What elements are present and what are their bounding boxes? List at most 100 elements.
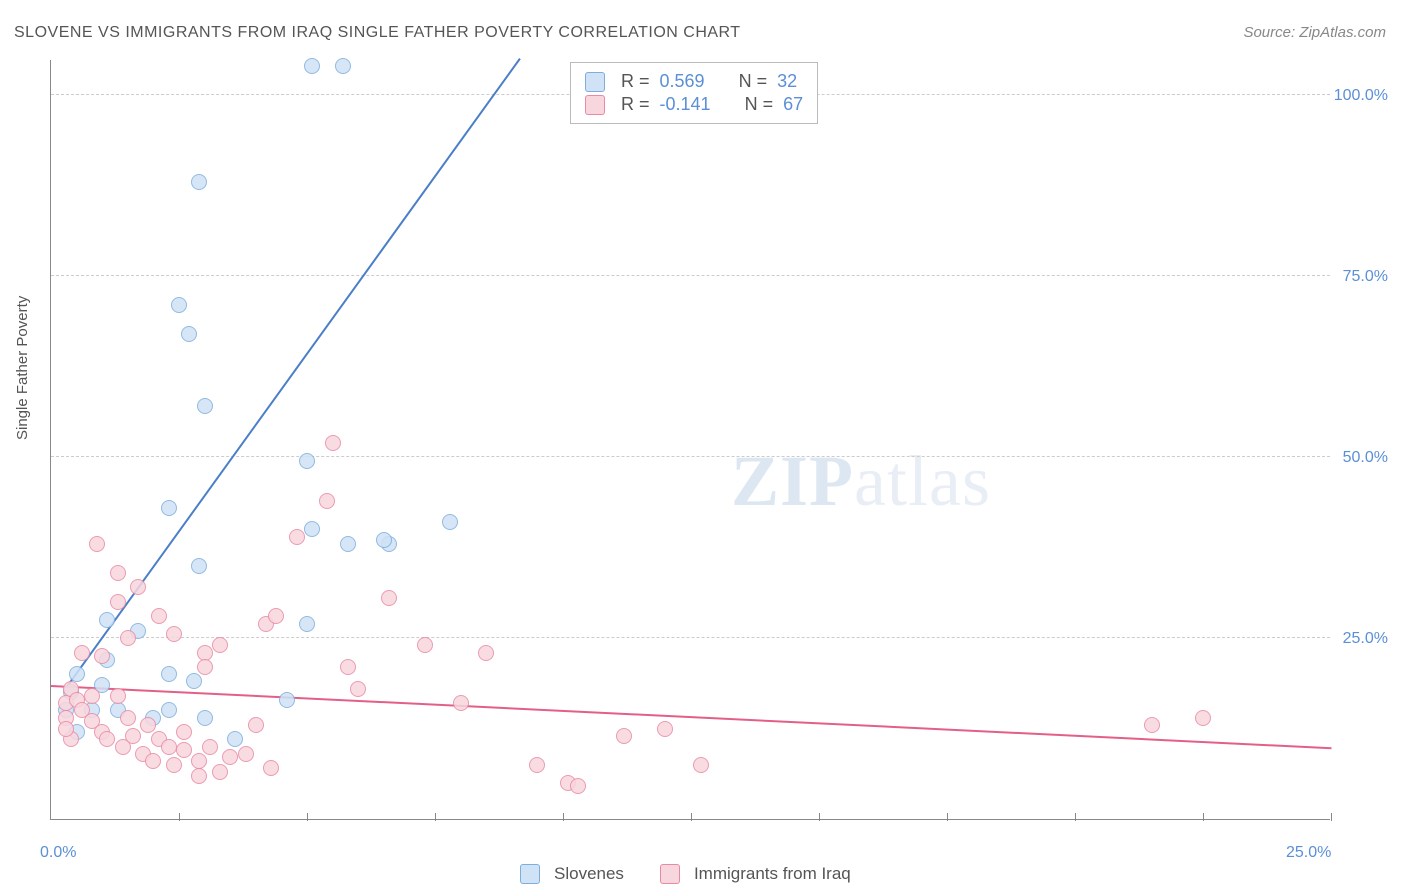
data-point (417, 637, 433, 653)
data-point (570, 778, 586, 794)
data-point (74, 645, 90, 661)
x-tick (435, 813, 436, 821)
plot-area: ZIPatlas (50, 60, 1330, 820)
x-tick (691, 813, 692, 821)
x-tick (819, 813, 820, 821)
data-point (478, 645, 494, 661)
data-point (227, 731, 243, 747)
y-tick-label: 25.0% (1343, 630, 1388, 648)
y-axis-label: Single Father Poverty (14, 296, 31, 440)
data-point (89, 536, 105, 552)
data-point (376, 532, 392, 548)
data-point (657, 721, 673, 737)
data-point (304, 521, 320, 537)
n-label: N = (745, 94, 774, 115)
data-point (125, 728, 141, 744)
data-point (171, 297, 187, 313)
data-point (299, 453, 315, 469)
x-tick (947, 813, 948, 821)
data-point (186, 673, 202, 689)
chart-container: SLOVENE VS IMMIGRANTS FROM IRAQ SINGLE F… (0, 0, 1406, 892)
series-swatch (585, 72, 605, 92)
legend-label: Slovenes (554, 864, 624, 884)
stats-box: R = 0.569N = 32R = -0.141 N = 67 (570, 62, 818, 124)
stats-row: R = -0.141N = 67 (585, 94, 803, 115)
data-point (319, 493, 335, 509)
data-point (350, 681, 366, 697)
legend: Slovenes Immigrants from Iraq (520, 864, 851, 884)
source-credit: Source: ZipAtlas.com (1243, 24, 1386, 41)
series-swatch (585, 95, 605, 115)
data-point (130, 579, 146, 595)
data-point (191, 768, 207, 784)
data-point (289, 529, 305, 545)
data-point (84, 688, 100, 704)
data-point (99, 612, 115, 628)
x-tick (1331, 813, 1332, 821)
data-point (181, 326, 197, 342)
data-point (58, 721, 74, 737)
data-point (120, 710, 136, 726)
data-point (191, 558, 207, 574)
data-point (616, 728, 632, 744)
y-tick-label: 50.0% (1343, 449, 1388, 467)
data-point (140, 717, 156, 733)
chart-title: SLOVENE VS IMMIGRANTS FROM IRAQ SINGLE F… (14, 24, 741, 42)
data-point (176, 724, 192, 740)
stats-row: R = 0.569N = 32 (585, 71, 803, 92)
legend-swatch (660, 864, 680, 884)
data-point (335, 58, 351, 74)
data-point (212, 764, 228, 780)
n-value: 67 (783, 94, 803, 115)
r-label: R = (621, 71, 650, 92)
data-point (161, 702, 177, 718)
n-label: N = (739, 71, 768, 92)
data-point (1195, 710, 1211, 726)
data-point (529, 757, 545, 773)
data-point (166, 626, 182, 642)
data-point (197, 659, 213, 675)
data-point (238, 746, 254, 762)
data-point (340, 659, 356, 675)
data-point (191, 174, 207, 190)
legend-item: Immigrants from Iraq (660, 864, 851, 884)
n-value: 32 (777, 71, 797, 92)
data-point (304, 58, 320, 74)
y-tick-label: 75.0% (1343, 268, 1388, 286)
gridline (51, 275, 1330, 276)
data-point (110, 565, 126, 581)
y-tick-label: 100.0% (1334, 87, 1388, 105)
watermark-atlas: atlas (854, 441, 991, 521)
watermark: ZIPatlas (731, 440, 991, 523)
data-point (1144, 717, 1160, 733)
data-point (268, 608, 284, 624)
data-point (340, 536, 356, 552)
data-point (197, 710, 213, 726)
data-point (197, 398, 213, 414)
data-point (145, 753, 161, 769)
data-point (94, 648, 110, 664)
data-point (151, 608, 167, 624)
data-point (161, 500, 177, 516)
r-value: -0.141 (660, 94, 711, 115)
x-tick (1075, 813, 1076, 821)
data-point (176, 742, 192, 758)
data-point (110, 688, 126, 704)
x-tick-label: 0.0% (40, 844, 76, 862)
data-point (381, 590, 397, 606)
watermark-zip: ZIP (731, 441, 854, 521)
data-point (248, 717, 264, 733)
data-point (110, 594, 126, 610)
data-point (453, 695, 469, 711)
data-point (299, 616, 315, 632)
data-point (161, 739, 177, 755)
data-point (263, 760, 279, 776)
data-point (325, 435, 341, 451)
data-point (120, 630, 136, 646)
data-point (99, 731, 115, 747)
data-point (202, 739, 218, 755)
x-tick (179, 813, 180, 821)
legend-swatch (520, 864, 540, 884)
legend-item: Slovenes (520, 864, 624, 884)
data-point (222, 749, 238, 765)
